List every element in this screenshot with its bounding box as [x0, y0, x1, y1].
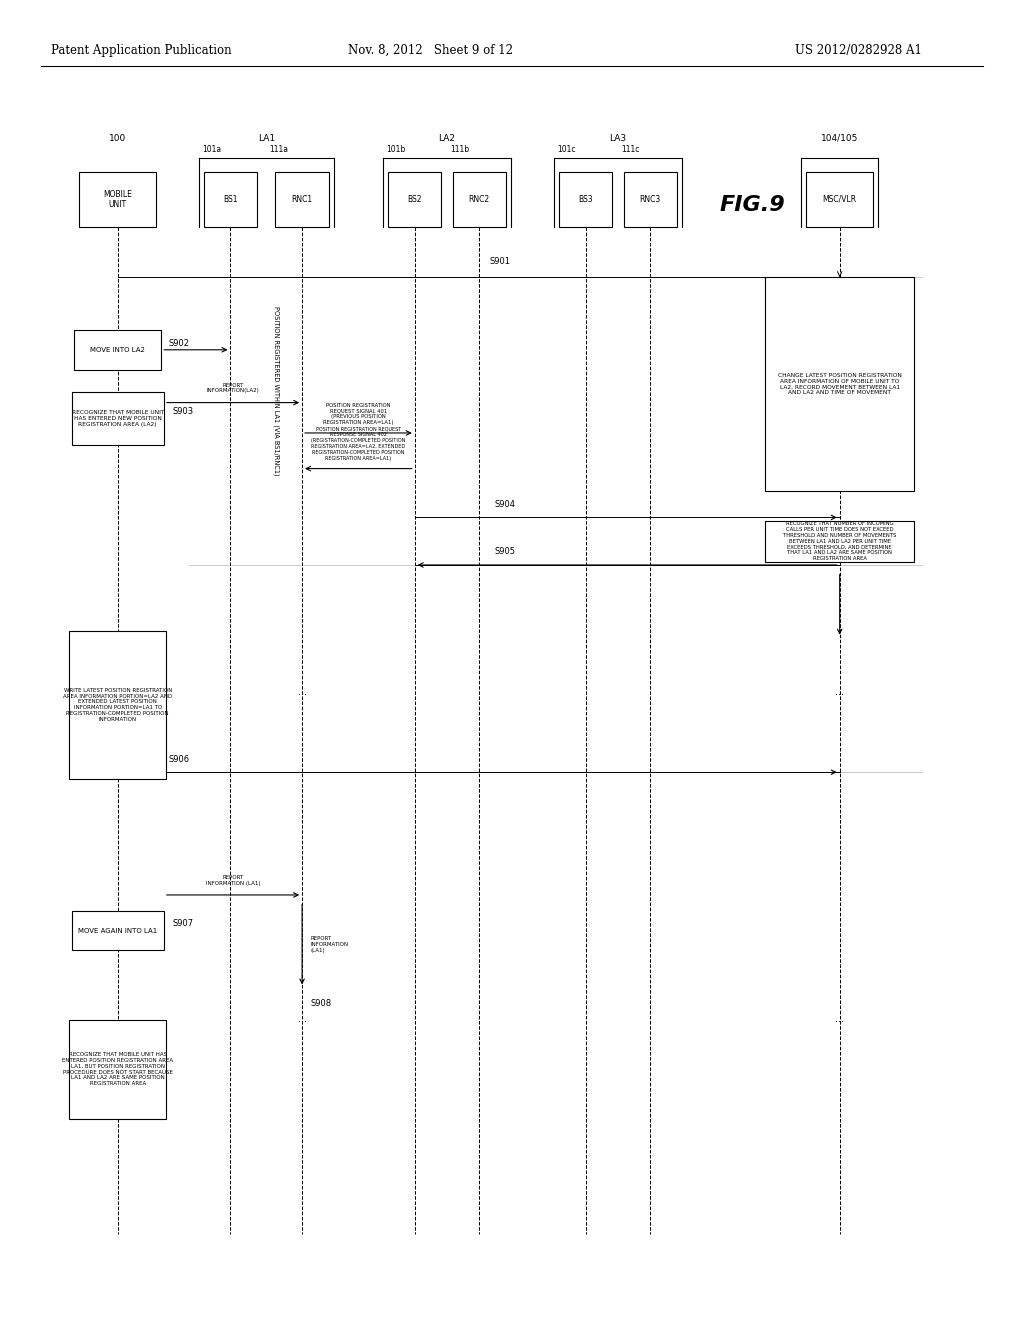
- Bar: [765, 520, 913, 562]
- Bar: [559, 172, 612, 227]
- Text: Patent Application Publication: Patent Application Publication: [51, 44, 231, 57]
- Text: REPORT
INFORMATION(LA2): REPORT INFORMATION(LA2): [207, 383, 259, 393]
- Text: S902: S902: [169, 339, 190, 347]
- Text: Nov. 8, 2012   Sheet 9 of 12: Nov. 8, 2012 Sheet 9 of 12: [347, 44, 513, 57]
- Text: MSC/VLR: MSC/VLR: [822, 195, 857, 203]
- Bar: [70, 631, 166, 779]
- Text: 100: 100: [110, 133, 126, 143]
- Bar: [75, 330, 162, 370]
- Bar: [70, 1020, 166, 1119]
- Text: RECOGNIZE THAT MOBILE UNIT
HAS ENTERED NEW POSITION
REGISTRATION AREA (LA2): RECOGNIZE THAT MOBILE UNIT HAS ENTERED N…: [72, 411, 164, 426]
- Text: POSITION REGISTERED WITHIN LA1 (VIA BS1/RNC1): POSITION REGISTERED WITHIN LA1 (VIA BS1/…: [273, 306, 280, 477]
- Text: ...: ...: [836, 1014, 844, 1024]
- Text: ...: ...: [298, 1014, 306, 1024]
- Text: 101c: 101c: [557, 145, 575, 154]
- Text: 101b: 101b: [386, 145, 406, 154]
- Text: S905: S905: [495, 548, 516, 556]
- Text: CHANGE LATEST POSITION REGISTRATION
AREA INFORMATION OF MOBILE UNIT TO
LA2, RECO: CHANGE LATEST POSITION REGISTRATION AREA…: [778, 374, 901, 395]
- Text: BS2: BS2: [408, 195, 422, 203]
- Bar: [72, 911, 164, 950]
- Text: 111b: 111b: [451, 145, 469, 154]
- Text: RNC1: RNC1: [292, 195, 312, 203]
- Text: REPORT
INFORMATION
(LA1): REPORT INFORMATION (LA1): [310, 936, 348, 953]
- Bar: [624, 172, 677, 227]
- Text: S904: S904: [495, 500, 516, 508]
- Text: FIG.9: FIG.9: [720, 194, 785, 215]
- Text: RNC2: RNC2: [469, 195, 489, 203]
- Text: MOBILE
UNIT: MOBILE UNIT: [103, 190, 132, 209]
- Bar: [275, 172, 329, 227]
- Text: LA3: LA3: [609, 133, 627, 143]
- Text: REPORT
INFORMATION (LA1): REPORT INFORMATION (LA1): [206, 875, 260, 886]
- Text: RECOGNIZE THAT NUMBER OF INCOMING
CALLS PER UNIT TIME DOES NOT EXCEED
THRESHOLD : RECOGNIZE THAT NUMBER OF INCOMING CALLS …: [783, 521, 896, 561]
- Text: BS1: BS1: [223, 195, 238, 203]
- Text: ...: ...: [836, 686, 844, 697]
- Bar: [388, 172, 441, 227]
- Text: 111a: 111a: [269, 145, 289, 154]
- Text: MOVE INTO LA2: MOVE INTO LA2: [90, 347, 145, 352]
- Text: S901: S901: [489, 257, 511, 265]
- Text: LA1: LA1: [258, 133, 274, 143]
- Text: RECOGNIZE THAT MOBILE UNIT HAS
ENTERED POSITION REGISTRATION AREA
LA1, BUT POSIT: RECOGNIZE THAT MOBILE UNIT HAS ENTERED P…: [62, 1052, 173, 1086]
- Bar: [807, 172, 872, 227]
- Text: 104/105: 104/105: [821, 133, 858, 143]
- Text: ...: ...: [298, 686, 306, 697]
- Text: 101a: 101a: [202, 145, 221, 154]
- Text: S907: S907: [172, 920, 194, 928]
- Text: 111c: 111c: [621, 145, 639, 154]
- Text: S908: S908: [310, 999, 332, 1007]
- Text: S906: S906: [169, 755, 190, 763]
- Text: WRITE LATEST POSITION REGISTRATION
AREA INFORMATION PORTION=LA2 AND
EXTENDED LAT: WRITE LATEST POSITION REGISTRATION AREA …: [63, 688, 172, 722]
- Bar: [453, 172, 506, 227]
- Bar: [72, 392, 164, 445]
- Bar: [765, 277, 913, 491]
- Text: LA2: LA2: [438, 133, 456, 143]
- Bar: [204, 172, 257, 227]
- Text: US 2012/0282928 A1: US 2012/0282928 A1: [795, 44, 922, 57]
- Text: BS3: BS3: [579, 195, 593, 203]
- Bar: [80, 172, 157, 227]
- Text: MOVE AGAIN INTO LA1: MOVE AGAIN INTO LA1: [78, 928, 158, 933]
- Text: POSITION REGISTRATION REQUEST
RESPONSE SIGNAL 402
(REGISTRATION-COMPLETED POSITI: POSITION REGISTRATION REQUEST RESPONSE S…: [311, 426, 406, 461]
- Text: RNC3: RNC3: [640, 195, 660, 203]
- Text: S903: S903: [172, 408, 194, 416]
- Text: POSITION REGISTRATION
REQUEST SIGNAL 401
(PREVIOUS POSITION
REGISTRATION AREA=LA: POSITION REGISTRATION REQUEST SIGNAL 401…: [324, 403, 393, 425]
